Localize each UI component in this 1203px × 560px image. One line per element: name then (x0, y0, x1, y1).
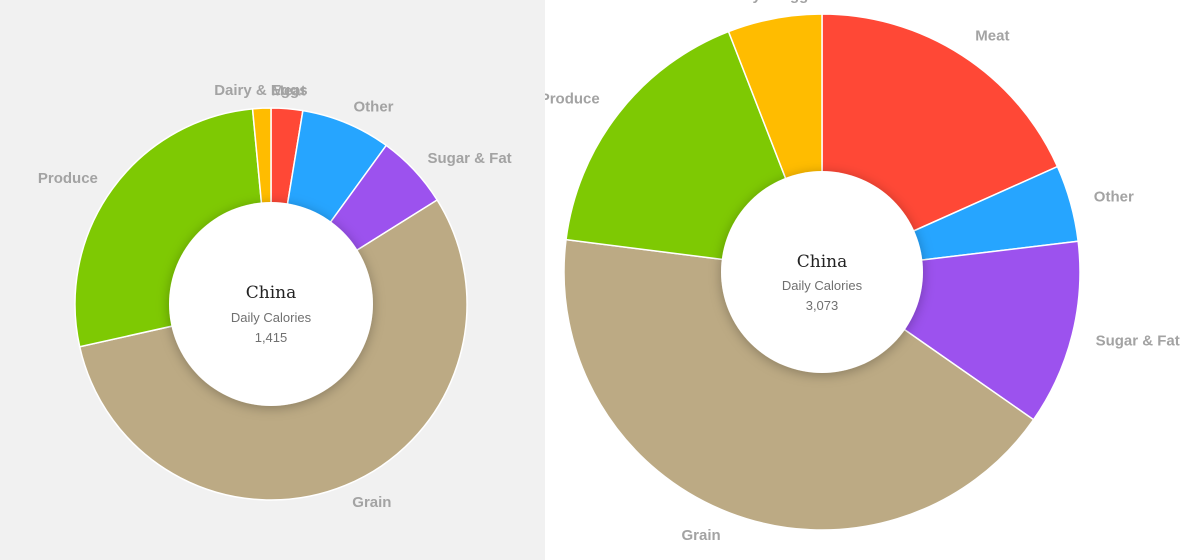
center-title: China (797, 252, 847, 272)
donut-chart-right: Meat Other Sugar & Fat Grain Produce Dairy & … (545, 0, 1180, 544)
label-meat: Meat (271, 83, 305, 100)
label-grain: Grain (352, 494, 391, 511)
slice-grain[interactable] (563, 238, 1035, 531)
center-subtitle: Daily Calories (782, 278, 863, 293)
label-sugar-fat: Sugar & Fat (428, 150, 512, 167)
chart-panel-right: Meat Other Sugar & Fat Grain Produce Dairy & … (545, 0, 1203, 560)
label-grain: Grain (682, 527, 721, 544)
label-sugar-fat: Sugar & Fat (1096, 332, 1180, 349)
center-value: 3,073 (806, 298, 839, 313)
label-dairy-eggs: Dairy & Eggs (214, 82, 307, 99)
donut-center (721, 171, 923, 373)
chart-panel-left: Meat Other Sugar & Fat Grain Produce Dairy & … (0, 0, 545, 560)
label-produce: Produce (545, 91, 600, 108)
label-meat: Meat (975, 27, 1009, 44)
center-value: 1,415 (255, 330, 288, 345)
labels-group: Meat Other Sugar & Fat Grain Produce Dairy & … (545, 0, 1180, 544)
center-subtitle: Daily Calories (231, 310, 312, 325)
label-other: Other (354, 99, 394, 116)
label-other: Other (1094, 189, 1134, 206)
donut-center (169, 202, 373, 406)
donut-chart-left: Meat Other Sugar & Fat Grain Produce Dairy & … (38, 82, 512, 511)
center-title: China (246, 283, 296, 303)
label-dairy-eggs: Dairy & Eggs (723, 0, 816, 4)
labels-group: Meat Other Sugar & Fat Grain Produce Dairy & … (38, 82, 512, 511)
label-produce: Produce (38, 170, 98, 187)
